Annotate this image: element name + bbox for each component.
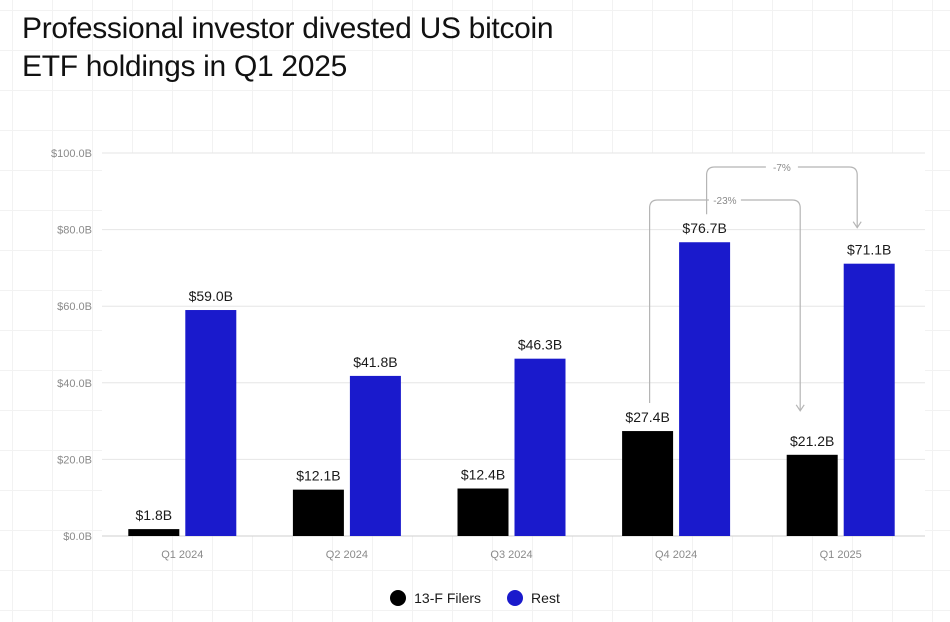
annotation-13f-change-arrowhead [795, 404, 805, 412]
data-label-rest: $46.3B [518, 337, 562, 353]
chart-title: Professional investor divested US bitcoi… [22, 12, 554, 83]
x-tick-label: Q4 2024 [655, 549, 697, 561]
annotation-rest-change-label: -7% [773, 163, 791, 174]
y-tick-label: $20.0B [57, 454, 92, 466]
y-tick-label: $100.0B [51, 148, 92, 160]
bar-13f-filers [786, 454, 838, 536]
legend-label-13f-filers: 13-F Filers [414, 590, 482, 606]
bar-13f-filers [128, 529, 180, 536]
bar-13f-filers [622, 431, 674, 536]
bar-rest [843, 263, 895, 536]
data-label-13f-filers: $12.4B [461, 467, 505, 483]
data-label-13f-filers: $21.2B [790, 433, 834, 449]
data-label-rest: $71.1B [847, 242, 891, 258]
x-tick-label: Q2 2024 [326, 549, 368, 561]
annotation-13f-change-label: -23% [713, 196, 736, 207]
data-label-13f-filers: $12.1B [296, 468, 340, 484]
bar-13f-filers [457, 488, 509, 536]
legend-swatch-rest [507, 590, 524, 606]
x-tick-label: Q1 2025 [820, 549, 862, 561]
legend-item-rest[interactable]: Rest [507, 590, 560, 606]
bar-rest [185, 310, 237, 536]
y-tick-label: $60.0B [57, 301, 92, 313]
annotation-rest-change-arrowhead [852, 221, 862, 229]
chart: $0.0B $20.0B $40.0B $60.0B $80.0B $100.0B Q1 2… [51, 148, 925, 561]
data-label-rest: $76.7B [682, 220, 726, 236]
data-label-rest: $59.0B [189, 288, 233, 304]
annotation-13f-change-label-bg [708, 193, 741, 207]
x-tick-label: Q3 2024 [490, 549, 532, 561]
legend-swatch-13f-filers [390, 590, 407, 606]
data-label-13f-filers: $27.4B [625, 409, 669, 425]
legend: 13-F Filers Rest [0, 590, 950, 606]
data-label-rest: $41.8B [353, 354, 397, 370]
bar-rest [514, 358, 566, 536]
y-tick-label: $0.0B [63, 531, 92, 543]
data-label-13f-filers: $1.8B [136, 507, 173, 523]
x-tick-label: Q1 2024 [161, 549, 203, 561]
bar-13f-filers [292, 489, 344, 536]
y-tick-label: $40.0B [57, 378, 92, 390]
legend-item-13f-filers[interactable]: 13-F Filers [390, 590, 481, 606]
y-tick-label: $80.0B [57, 225, 92, 237]
legend-label-rest: Rest [531, 590, 560, 606]
annotation-rest-change-label-bg [765, 160, 798, 174]
bar-rest [349, 375, 401, 536]
bar-rest [679, 242, 731, 536]
